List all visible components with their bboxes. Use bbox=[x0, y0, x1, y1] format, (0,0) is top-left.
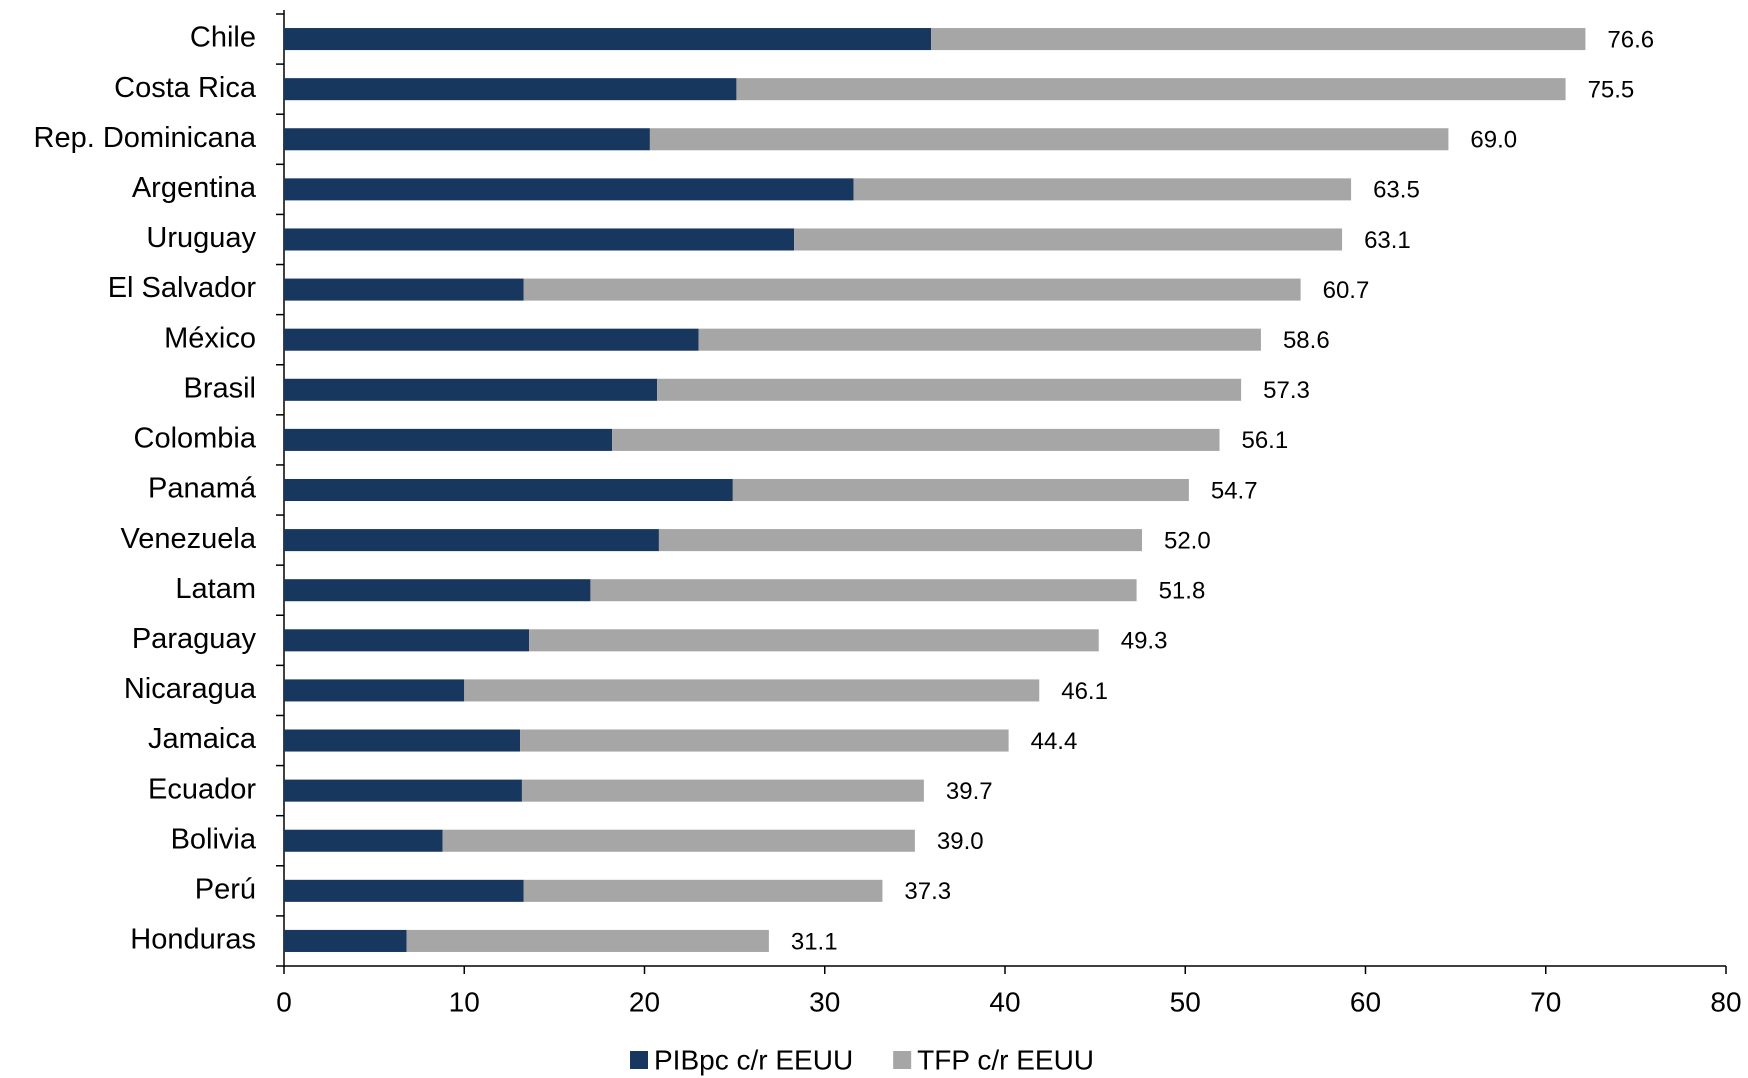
data-label: 54.7 bbox=[1211, 477, 1258, 504]
data-label: 56.1 bbox=[1241, 427, 1288, 454]
bar-segment bbox=[284, 378, 658, 401]
y-tick-label: México bbox=[164, 322, 256, 354]
bar-segment bbox=[649, 128, 1449, 151]
bar-segment bbox=[284, 779, 522, 802]
bar-segment bbox=[284, 28, 932, 51]
bar-segment bbox=[658, 529, 1142, 552]
bar-segment bbox=[284, 729, 521, 752]
bar-segment bbox=[520, 729, 1009, 752]
legend-label: TFP c/r EEUU bbox=[917, 1044, 1094, 1075]
y-tick-label: El Salvador bbox=[108, 272, 257, 304]
y-tick-label: Argentina bbox=[132, 172, 257, 204]
y-tick-label: Paraguay bbox=[132, 623, 257, 655]
data-label: 69.0 bbox=[1470, 127, 1517, 154]
bar-segment bbox=[406, 929, 769, 952]
x-tick-label: 0 bbox=[276, 986, 292, 1017]
data-label: 39.7 bbox=[946, 778, 993, 805]
bar-segment bbox=[464, 679, 1040, 702]
y-tick-label: Bolivia bbox=[171, 823, 257, 855]
bar-segment bbox=[284, 178, 854, 201]
data-label: 44.4 bbox=[1031, 728, 1078, 755]
bar-segment bbox=[284, 478, 733, 502]
bar-segment bbox=[284, 829, 443, 852]
bar-segment bbox=[736, 78, 1566, 101]
x-tick-label: 60 bbox=[1350, 986, 1381, 1017]
y-tick-label: Costa Rica bbox=[114, 72, 257, 104]
bar-segment bbox=[657, 378, 1242, 401]
y-tick-label: Ecuador bbox=[148, 773, 256, 805]
data-label: 49.3 bbox=[1121, 628, 1168, 655]
data-label: 60.7 bbox=[1323, 277, 1370, 304]
bar-segment bbox=[284, 879, 524, 902]
bar-segment bbox=[284, 529, 659, 552]
data-label: 46.1 bbox=[1061, 678, 1108, 705]
y-tick-label: Honduras bbox=[130, 924, 256, 956]
bar-segment bbox=[521, 779, 924, 802]
x-tick-label: 10 bbox=[449, 986, 480, 1017]
bar-segment bbox=[284, 328, 699, 351]
x-tick-label: 50 bbox=[1170, 986, 1201, 1017]
legend-swatch bbox=[630, 1051, 648, 1069]
y-tick-label: Brasil bbox=[183, 372, 256, 404]
data-label: 75.5 bbox=[1588, 77, 1635, 104]
data-label: 39.0 bbox=[937, 828, 984, 855]
bar-segment bbox=[853, 178, 1352, 201]
data-label: 51.8 bbox=[1159, 578, 1206, 605]
bar-segment bbox=[284, 78, 737, 101]
y-tick-label: Rep. Dominicana bbox=[34, 122, 257, 154]
data-label: 63.1 bbox=[1364, 227, 1411, 254]
legend-label: PIBpc c/r EEUU bbox=[654, 1044, 853, 1075]
y-tick-label: Jamaica bbox=[148, 723, 257, 755]
data-label: 58.6 bbox=[1283, 327, 1330, 354]
x-tick-label: 80 bbox=[1710, 986, 1741, 1017]
y-tick-label: Uruguay bbox=[146, 222, 256, 254]
bar-segment bbox=[284, 428, 613, 451]
x-tick-label: 30 bbox=[809, 986, 840, 1017]
bar-segment bbox=[523, 278, 1301, 301]
data-label: 37.3 bbox=[904, 878, 951, 905]
bar-segment bbox=[284, 228, 795, 251]
data-label: 57.3 bbox=[1263, 377, 1310, 404]
y-tick-label: Latam bbox=[175, 573, 256, 605]
bar-segment bbox=[590, 579, 1137, 602]
y-tick-label: Nicaragua bbox=[124, 673, 257, 705]
x-tick-label: 20 bbox=[629, 986, 660, 1017]
bar-segment bbox=[284, 679, 465, 702]
bar-segment bbox=[529, 629, 1099, 652]
y-tick-label: Perú bbox=[195, 873, 256, 905]
y-tick-label: Chile bbox=[190, 22, 256, 54]
bar-segment bbox=[931, 28, 1586, 51]
y-tick-label: Panamá bbox=[148, 473, 257, 505]
y-tick-label: Colombia bbox=[134, 423, 257, 455]
bar-segment bbox=[732, 478, 1189, 502]
data-label: 31.1 bbox=[791, 928, 838, 955]
bar-segment bbox=[284, 579, 591, 602]
bar-segment bbox=[284, 929, 407, 952]
x-tick-label: 70 bbox=[1530, 986, 1561, 1017]
bar-segment bbox=[794, 228, 1343, 251]
bar-segment bbox=[612, 428, 1220, 451]
bar-segment bbox=[698, 328, 1261, 351]
bar-segment bbox=[284, 128, 650, 151]
data-label: 63.5 bbox=[1373, 177, 1420, 204]
bar-segment bbox=[284, 629, 530, 652]
bar-segment bbox=[523, 879, 883, 902]
data-label: 76.6 bbox=[1607, 26, 1654, 53]
x-tick-label: 40 bbox=[989, 986, 1020, 1017]
data-label: 52.0 bbox=[1164, 527, 1211, 554]
bar-segment bbox=[284, 278, 524, 301]
legend-swatch bbox=[893, 1051, 912, 1069]
y-tick-label: Venezuela bbox=[121, 523, 257, 555]
bar-segment bbox=[442, 829, 915, 852]
